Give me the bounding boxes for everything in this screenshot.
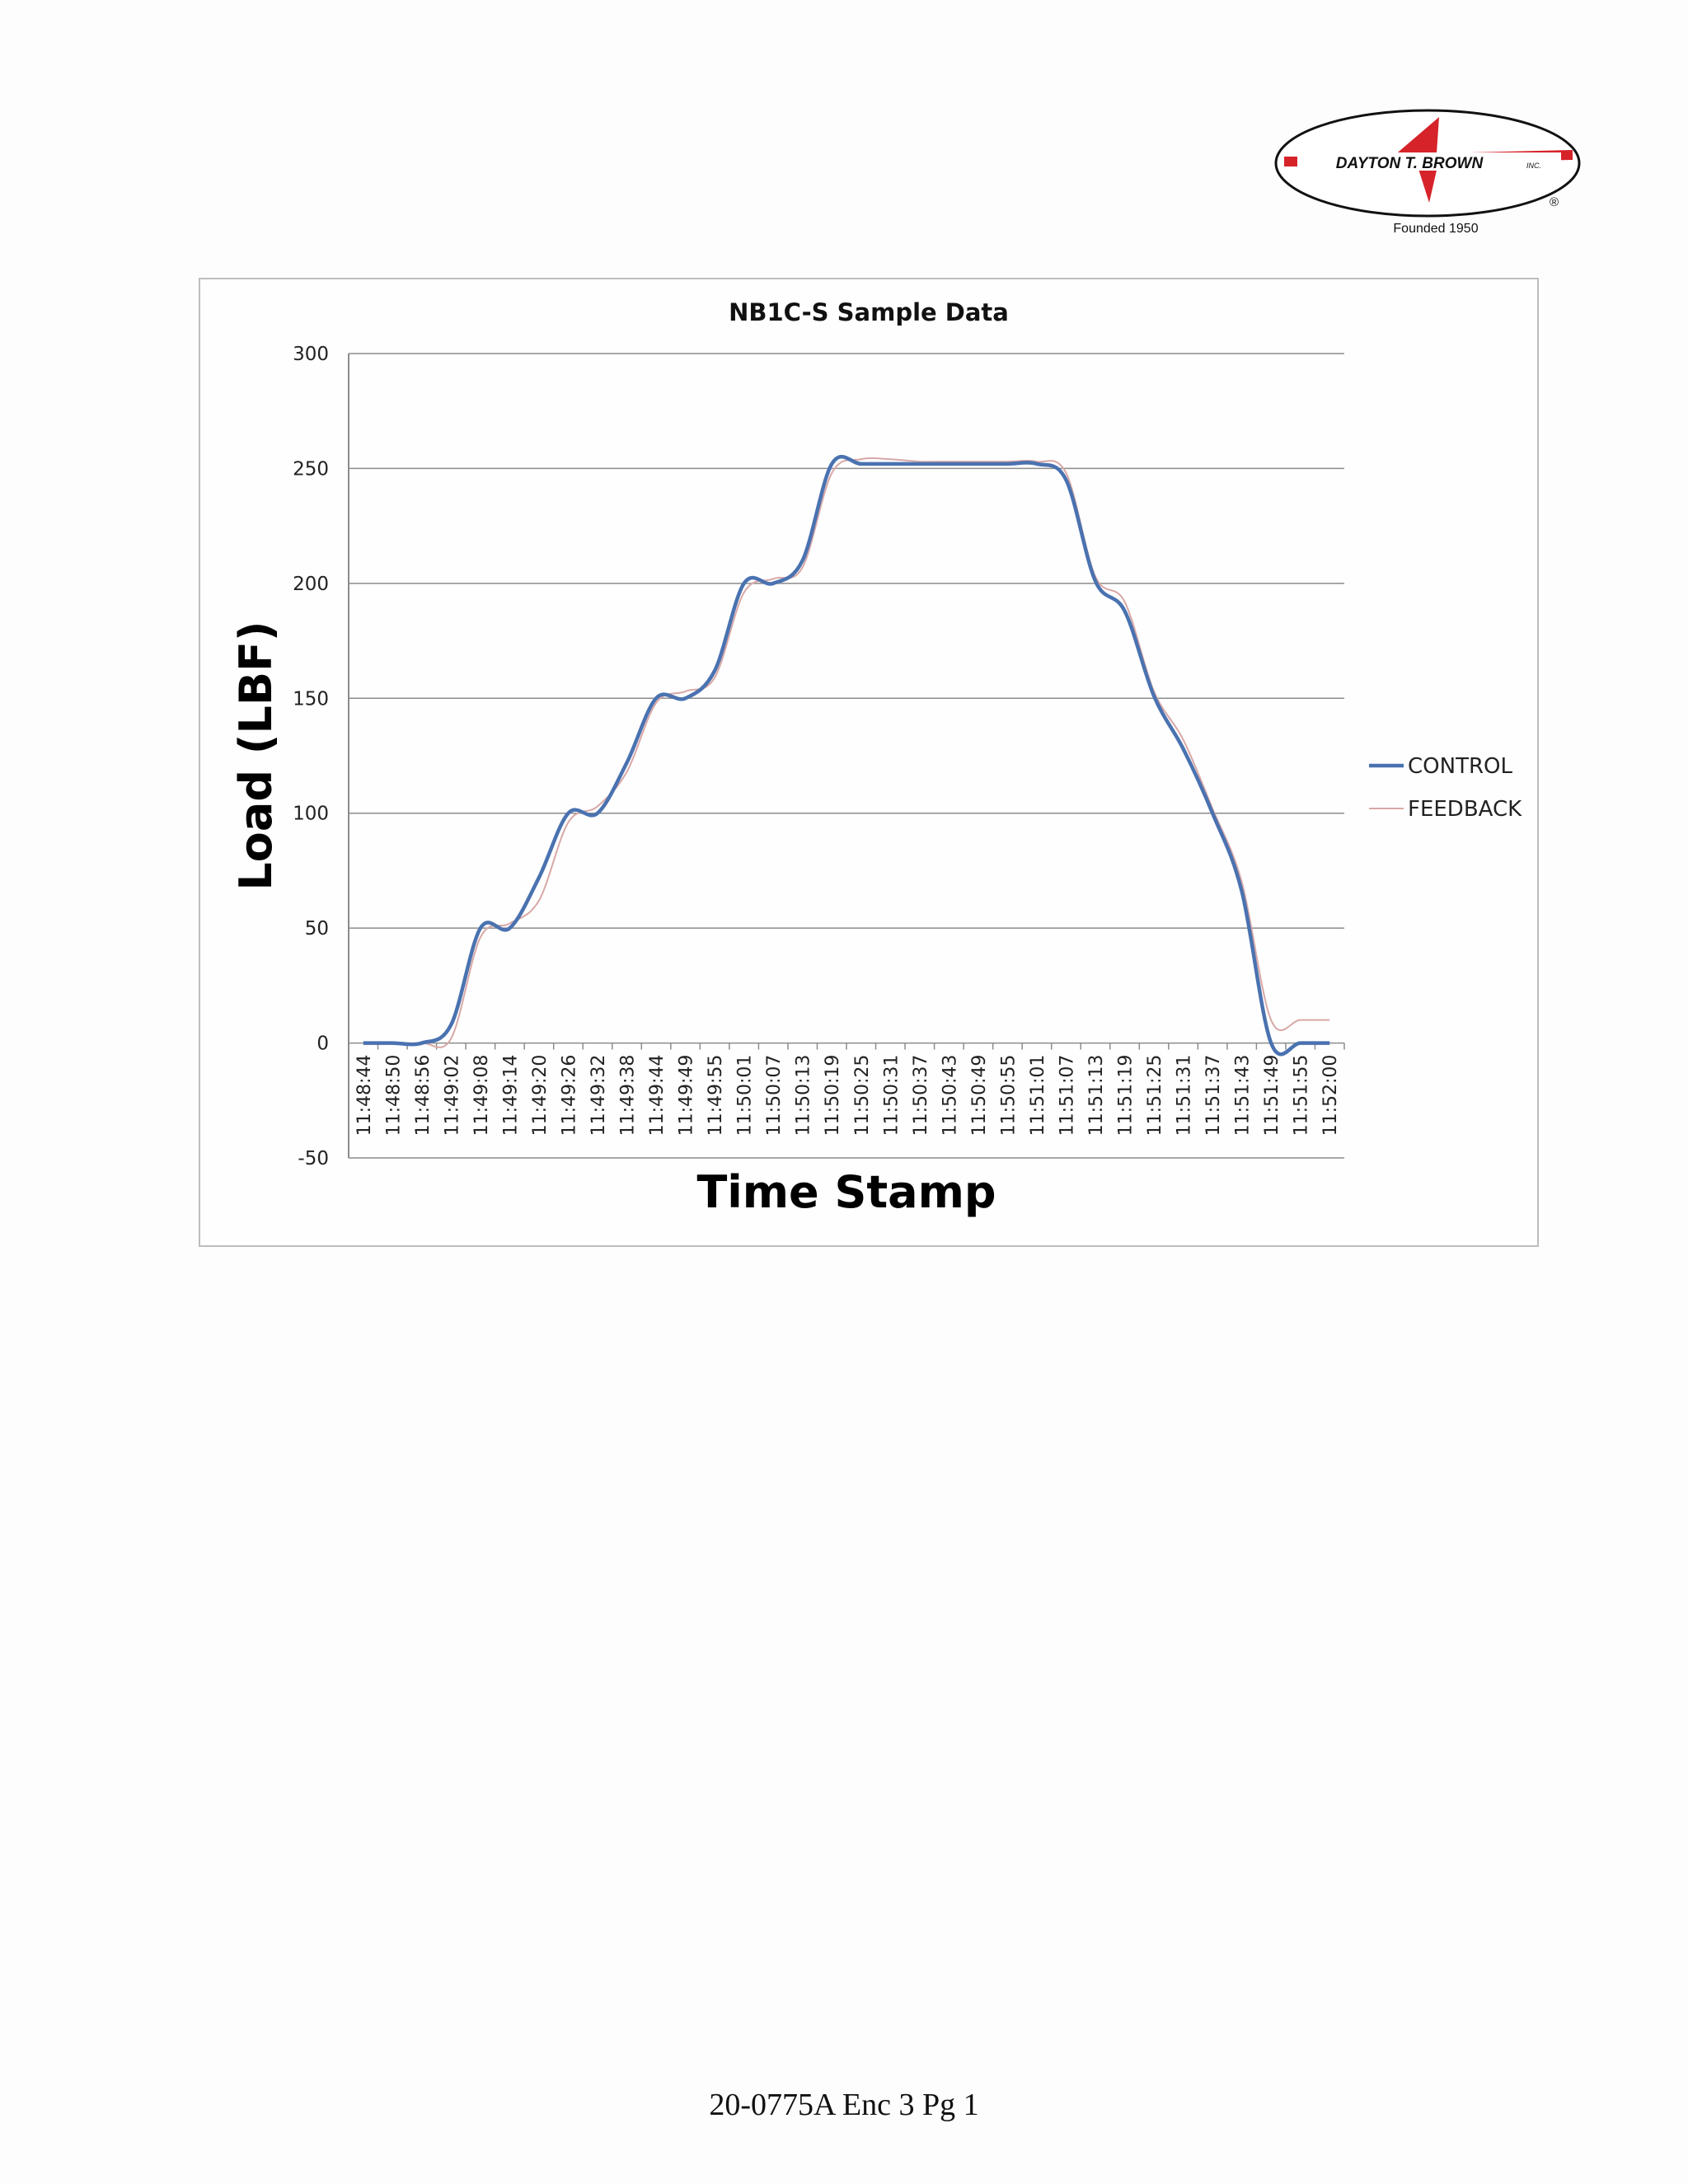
- y-tick-labels: -50 0 50 100 150 200 250 300: [293, 344, 329, 1169]
- y-tick-label: -50: [298, 1148, 329, 1169]
- x-tick-label: 11:51:01: [1028, 1055, 1048, 1137]
- dayton-t-brown-logo: DAYTON T. BROWN INC. ® Founded 1950: [1274, 109, 1581, 236]
- page-footer: 20-0775A Enc 3 Pg 1: [709, 2088, 979, 2122]
- load-chart: NB1C-S Sample Data -50 0 50 100 150 200 250 300…: [230, 298, 1522, 1218]
- x-tick-label: 11:48:56: [413, 1055, 434, 1137]
- x-tick-label: 11:50:01: [735, 1055, 756, 1137]
- x-tick-label: 11:50:55: [998, 1055, 1019, 1137]
- x-tick-label: 11:49:38: [618, 1055, 639, 1137]
- x-tick-labels: 11:48:44 11:48:50 11:48:56 11:49:02 11:49:08…: [354, 1055, 1341, 1137]
- gridlines: [348, 353, 1345, 1159]
- y-tick-label: 100: [293, 804, 329, 825]
- y-axis-label: Load (LBF): [230, 621, 282, 890]
- legend-label: CONTROL: [1408, 754, 1512, 779]
- x-tick-label: 11:51:37: [1203, 1055, 1224, 1137]
- x-tick-label: 11:50:49: [969, 1055, 990, 1137]
- series-line-control: [363, 455, 1330, 1057]
- x-tick-label: 11:50:25: [852, 1055, 873, 1137]
- y-tick-label: 50: [305, 918, 329, 940]
- x-axis-label: Time Stamp: [696, 1166, 996, 1218]
- x-tick-label: 11:48:44: [354, 1055, 375, 1137]
- legend-label: FEEDBACK: [1408, 797, 1522, 822]
- chart-title: NB1C-S Sample Data: [729, 298, 1009, 326]
- x-tick-label: 11:50:07: [764, 1055, 785, 1137]
- logo-tagline: Founded 1950: [1393, 222, 1478, 236]
- x-tick-label: 11:50:13: [794, 1055, 814, 1137]
- logo-registered-mark: ®: [1550, 195, 1559, 209]
- x-tick-label: 11:49:08: [471, 1055, 492, 1137]
- x-tick-label: 11:49:49: [677, 1055, 697, 1137]
- x-tick-label: 11:49:44: [647, 1055, 668, 1137]
- x-tick-label: 11:50:43: [940, 1055, 960, 1137]
- x-tick-label: 11:48:50: [383, 1055, 404, 1137]
- y-tick-label: 300: [293, 344, 329, 365]
- y-tick-label: 150: [293, 688, 329, 710]
- y-tick-label: 0: [316, 1033, 329, 1055]
- x-tick-label: 11:52:00: [1320, 1055, 1341, 1137]
- x-tick-label: 11:49:55: [706, 1055, 726, 1137]
- series-lines: [363, 455, 1330, 1057]
- x-tick-label: 11:51:13: [1086, 1055, 1107, 1137]
- x-tick-label: 11:49:14: [500, 1055, 521, 1137]
- x-tick-label: 11:51:07: [1057, 1055, 1077, 1137]
- legend: CONTROL FEEDBACK: [1369, 754, 1522, 822]
- x-tick-label: 11:51:43: [1233, 1055, 1254, 1137]
- x-tick-label: 11:51:19: [1116, 1055, 1137, 1137]
- y-tick-label: 250: [293, 458, 329, 480]
- x-tick-label: 11:49:20: [530, 1055, 551, 1137]
- chart-frame: [199, 278, 1539, 1247]
- x-tick-label: 11:51:31: [1175, 1055, 1195, 1137]
- logo-suffix-text: INC.: [1526, 162, 1541, 170]
- x-tick-label: 11:50:37: [911, 1055, 931, 1137]
- x-tick-label: 11:51:25: [1145, 1055, 1165, 1137]
- x-tick-label: 11:49:32: [588, 1055, 609, 1137]
- y-tick-label: 200: [293, 574, 329, 595]
- x-tick-label: 11:50:19: [823, 1055, 843, 1137]
- x-tick-label: 11:49:26: [559, 1055, 579, 1137]
- x-tick-label: 11:51:49: [1262, 1055, 1282, 1137]
- x-tick-label: 11:50:31: [881, 1055, 902, 1137]
- logo-brand-text: DAYTON T. BROWN: [1336, 155, 1484, 172]
- x-tick-label: 11:51:55: [1292, 1055, 1312, 1137]
- x-tick-label: 11:49:02: [442, 1055, 462, 1137]
